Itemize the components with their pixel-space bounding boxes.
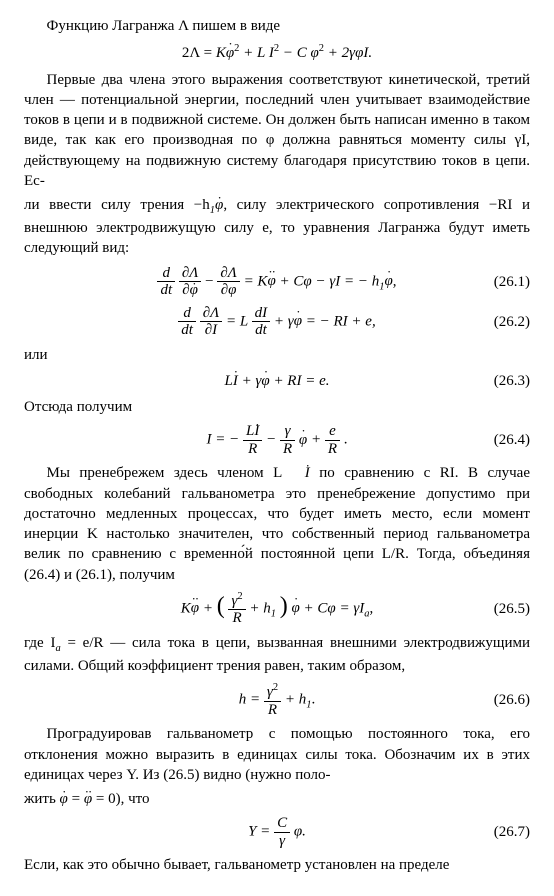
eq-number: (26.4) [494, 430, 530, 450]
phi-dot-icon: φ [299, 430, 307, 450]
equation-26-5: Kφ + ( γ2R + h1 ) φ + Cφ = γIa, (26.5) [24, 591, 530, 627]
phi-dot-icon: φ [261, 371, 269, 391]
eq-number: (26.1) [494, 272, 530, 292]
eq-number: (26.3) [494, 371, 530, 391]
para-8a: Проградуировав гальванометр с помощью по… [24, 724, 530, 785]
phi-dot-icon: φ [226, 43, 234, 63]
para-6: Мы пренебрежем здесь членом LI по сравне… [24, 463, 530, 585]
phi-dot-icon: φ [291, 598, 299, 618]
phi-dot-icon: φ [190, 282, 198, 299]
phi-ddot-icon: φ [191, 598, 199, 618]
equation-lagrangian: 2Λ = Kφ2 + L I2 − C φ2 + 2γφI. [24, 42, 530, 63]
i-dot-icon: I [254, 423, 259, 440]
para-ili: или [24, 345, 530, 365]
eq-number: (26.7) [494, 822, 530, 842]
para-8b: жить φ = φ = 0), что [24, 789, 530, 809]
i-dot-icon: I [233, 371, 238, 391]
phi-ddot-icon: φ [267, 271, 275, 291]
para-3: ли ввести силу трения −h1φ, силу электри… [24, 195, 530, 259]
eq-number: (26.6) [494, 690, 530, 710]
equation-26-4: I = − LIR − γR φ + eR . (26.4) [24, 423, 530, 457]
eq-number: (26.2) [494, 312, 530, 332]
para-otsyuda: Отсюда получим [24, 397, 530, 417]
para-1: Функцию Лагранжа Λ пишем в виде [24, 16, 530, 36]
equation-26-6: h = γ2R + h1. (26.6) [24, 682, 530, 718]
eq-number: (26.5) [494, 599, 530, 619]
phi-dot-icon: φ [384, 271, 392, 291]
i-dot-icon: I [282, 463, 310, 483]
phi-ddot-icon: φ [84, 789, 92, 809]
para-2: Первые два члена этого выражения соответ… [24, 70, 530, 192]
equation-26-2: ddt ∂Λ∂I = L dIdt + γφ = − RI + e, (26.2… [24, 305, 530, 339]
equation-26-3: LI + γφ + RI = e. (26.3) [24, 371, 530, 391]
para-7: где Ia = e/R — сила тока в цепи, вызванн… [24, 633, 530, 676]
equation-26-7: Y = Cγ φ. (26.7) [24, 815, 530, 849]
phi-dot-icon: φ [215, 195, 223, 215]
phi-dot-icon: φ [60, 789, 68, 809]
para-9: Если, как это обычно бывает, гальваномет… [24, 855, 530, 875]
phi-dot-icon: φ [294, 311, 302, 331]
equation-26-1: ddt ∂Λ∂φ − ∂Λ∂φ = Kφ + Cφ − γI = − h1φ, … [24, 265, 530, 299]
